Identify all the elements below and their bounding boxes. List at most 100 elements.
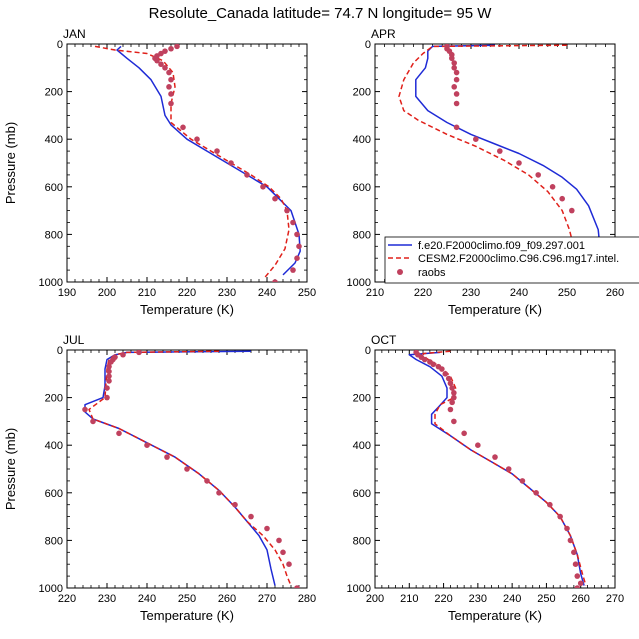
x-tick-label: 250 — [537, 593, 555, 605]
raobs-point — [108, 359, 114, 365]
raobs-point — [204, 478, 210, 484]
raobs-point — [549, 184, 556, 190]
x-axis-label: Temperature (K) — [448, 302, 542, 317]
raobs-point — [574, 573, 581, 579]
raobs-point — [547, 501, 553, 508]
raobs-point — [451, 65, 458, 71]
y-tick-label: 1000 — [347, 583, 371, 595]
plot-area — [82, 350, 300, 588]
raobs-point — [294, 585, 300, 588]
x-tick-label: 250 — [558, 287, 576, 299]
raobs-point — [180, 124, 186, 131]
x-tick-label: 260 — [572, 593, 590, 605]
y-axis-label: Pressure (mb) — [3, 428, 18, 510]
x-tick-label: 240 — [258, 287, 276, 299]
x-tick-label: 270 — [606, 593, 624, 605]
y-tick-label: 800 — [45, 535, 63, 547]
panel-month-label: JUL — [63, 333, 85, 347]
raobs-point — [567, 537, 574, 544]
y-tick-label: 200 — [353, 87, 371, 99]
raobs-point — [569, 207, 575, 214]
raobs-point — [166, 69, 172, 76]
legend-label: raobs — [418, 267, 446, 279]
x-tick-label: 260 — [606, 287, 624, 299]
raobs-point — [104, 394, 110, 401]
x-tick-label: 210 — [400, 593, 418, 605]
f-e20-series-line — [408, 351, 585, 586]
y-tick-label: 1000 — [39, 277, 63, 289]
raobs-point — [154, 57, 160, 64]
raobs-point — [194, 136, 200, 142]
x-tick-label: 230 — [98, 593, 116, 605]
raobs-point — [106, 378, 112, 384]
cesm2-series-line — [398, 44, 583, 280]
x-tick-label: 210 — [138, 287, 156, 299]
plot-area — [398, 44, 602, 282]
y-tick-label: 0 — [365, 345, 371, 357]
raobs-point — [294, 255, 300, 261]
raobs-point — [168, 91, 174, 97]
raobs-point — [232, 501, 238, 508]
x-tick-label: 190 — [58, 287, 76, 299]
raobs-point — [492, 454, 498, 460]
raobs-point — [106, 373, 112, 379]
x-tick-label: 220 — [414, 287, 432, 299]
raobs-point — [451, 390, 457, 396]
raobs-point — [280, 549, 286, 556]
y-tick-label: 400 — [45, 440, 63, 452]
raobs-point — [451, 84, 458, 90]
raobs-point — [577, 580, 584, 587]
raobs-point — [286, 561, 292, 567]
raobs-point — [421, 356, 428, 363]
x-tick-label: 240 — [138, 593, 156, 605]
raobs-point — [184, 466, 190, 472]
raobs-point — [162, 65, 168, 71]
raobs-point — [559, 195, 565, 202]
x-axis-label: Temperature (K) — [448, 608, 542, 623]
raobs-point — [572, 561, 579, 567]
legend-raobs-marker — [397, 269, 403, 275]
f-e20-series-line — [116, 45, 301, 276]
legend-box — [384, 236, 639, 284]
raobs-point — [453, 91, 460, 97]
panel-oct: OCT 200 210 220 230 240 250 260 270 0 200 400 600 800… — [347, 333, 625, 623]
y-tick-label: 0 — [57, 39, 63, 51]
y-tick-label: 0 — [365, 39, 371, 51]
x-axis-label: Temperature (K) — [140, 608, 234, 623]
raobs-point — [260, 184, 266, 190]
y-axis-label: Pressure (mb) — [3, 122, 18, 204]
raobs-point — [439, 366, 445, 372]
y-tick-label: 1000 — [347, 277, 371, 289]
raobs-point — [473, 136, 479, 142]
figure-title: Resolute_Canada latitude= 74.7 N longitu… — [149, 5, 493, 22]
raobs-point — [296, 243, 302, 250]
y-tick-label: 400 — [45, 134, 63, 146]
raobs-point — [564, 525, 570, 532]
y-tick-label: 800 — [45, 229, 63, 241]
raobs-point — [264, 525, 270, 532]
raobs-point — [461, 430, 467, 437]
raobs-point — [174, 44, 180, 50]
y-tick-label: 800 — [353, 229, 371, 241]
raobs-point — [168, 100, 174, 107]
raobs-point — [82, 406, 88, 413]
raobs-point — [449, 55, 455, 62]
x-tick-label: 200 — [366, 593, 384, 605]
raobs-point — [106, 368, 112, 375]
x-tick-label: 210 — [366, 287, 384, 299]
panel-jul: JUL 220 230 240 250 260 270 280 0 200 400 600 800 100… — [3, 333, 316, 623]
x-tick-label: 220 — [58, 593, 76, 605]
raobs-point — [447, 380, 454, 387]
y-tick-label: 600 — [353, 488, 371, 500]
x-tick-label: 280 — [298, 593, 316, 605]
raobs-point — [284, 207, 290, 214]
plot-frame — [66, 43, 308, 283]
raobs-point — [451, 418, 457, 425]
raobs-point — [144, 442, 150, 449]
raobs-point — [272, 279, 278, 282]
x-tick-label: 220 — [434, 593, 452, 605]
x-tick-label: 240 — [510, 287, 528, 299]
raobs-point — [447, 406, 454, 413]
raobs-point — [104, 385, 110, 391]
raobs-point — [533, 490, 539, 496]
